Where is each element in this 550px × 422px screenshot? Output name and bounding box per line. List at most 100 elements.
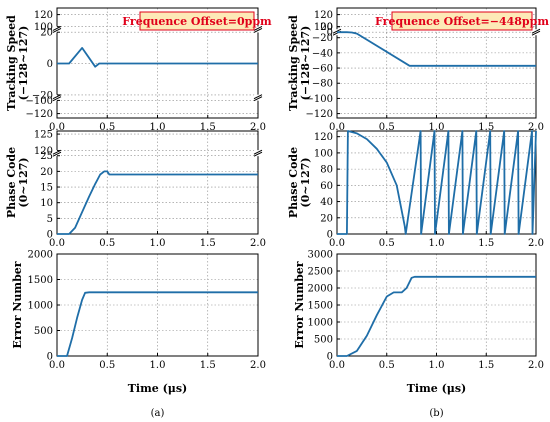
x-tick-label: 1.5	[200, 360, 216, 371]
y-tick-label: −100	[306, 94, 333, 105]
x-tick-label: 0.0	[49, 360, 65, 371]
y-tick-label: 120	[34, 146, 53, 157]
y-tick-label: 0	[327, 28, 333, 39]
y-tick-label: 60	[320, 181, 333, 192]
y-axis-label-line: Phase Code	[287, 147, 300, 218]
series-line	[57, 170, 258, 235]
x-tick-label: 0.0	[329, 238, 345, 249]
axis-break-mark	[253, 149, 263, 155]
y-tick-label: 20	[40, 167, 53, 178]
axis-break-mark	[332, 28, 342, 34]
x-tick-label: 0.0	[329, 360, 345, 371]
x-tick-label: 0.0	[49, 122, 65, 133]
y-axis-label-line: Error Number	[11, 261, 24, 348]
y-tick-label: 0	[327, 352, 333, 363]
y-tick-label: −120	[306, 109, 333, 120]
y-axis-label: Tracking Speed(−128~127)	[5, 15, 30, 111]
x-tick-label: 2.0	[528, 360, 544, 371]
x-tick-label: 0.5	[99, 360, 115, 371]
axis-break-mark	[52, 151, 62, 157]
y-axis-label-line: (−128~127)	[17, 26, 30, 101]
y-axis-label: Error Number	[11, 261, 24, 348]
chart-a-error: 0 500 1000 1500 2000 0.0 0.5 1.0 1.5 2.0 Error Num…	[11, 250, 266, 420]
axis-break-mark	[52, 96, 62, 102]
x-tick-label: 1.0	[150, 238, 166, 249]
x-tick-label: 1.5	[200, 122, 216, 133]
x-tick-label: 0.0	[49, 238, 65, 249]
axis-break-mark	[52, 28, 62, 33]
axis-break-mask	[254, 26, 262, 33]
x-tick-label: 2.0	[250, 238, 266, 249]
y-tick-label: −60	[312, 64, 333, 75]
y-tick-label: 3000	[308, 250, 333, 261]
axis-break-mark	[253, 96, 263, 102]
x-tick-label: 2.0	[528, 122, 544, 133]
axis-break-mask	[254, 94, 262, 101]
y-tick-label: 2000	[308, 284, 333, 295]
x-tick-label: 0.5	[99, 238, 115, 249]
y-tick-label: 500	[34, 326, 53, 337]
y-tick-label: 0	[47, 352, 53, 363]
x-tick-label: 0.5	[99, 122, 115, 133]
series-line	[337, 31, 536, 67]
y-axis-label-line: (0~127)	[299, 157, 312, 207]
y-tick-label: 100	[314, 148, 333, 159]
x-tick-label: 1.5	[478, 122, 494, 133]
x-tick-label: 1.0	[429, 238, 445, 249]
y-axis-label: Phase Code(0~127)	[5, 147, 30, 218]
y-tick-label: −20	[32, 90, 53, 101]
x-axis-label: Time (μs)	[407, 382, 467, 395]
axis-break-mask	[532, 29, 540, 36]
x-tick-label: 0.0	[329, 122, 345, 133]
y-axis-label-line: Error Number	[293, 261, 306, 348]
x-tick-label: 0.5	[379, 360, 395, 371]
y-tick-label: −20	[312, 33, 333, 44]
axis-break-mark	[253, 26, 263, 31]
series-line	[337, 130, 537, 235]
axis-break-mask	[254, 150, 262, 157]
y-tick-label: 125	[34, 130, 53, 141]
axis-break-mask	[53, 94, 61, 101]
axis-break-mark	[253, 94, 263, 100]
x-axis-label: Time (μs)	[128, 382, 188, 395]
y-tick-label: 80	[320, 165, 333, 176]
y-tick-label: −100	[26, 96, 53, 107]
y-tick-label: −80	[312, 79, 333, 90]
x-tick-label: 2.0	[528, 238, 544, 249]
y-tick-label: 0	[327, 230, 333, 241]
y-tick-label: 0	[47, 230, 53, 241]
chart-b-error: 0 500 1000 1500 2000 2500 3000 0.0 0.5 1.0 1.5 2.0 E…	[293, 250, 544, 420]
y-tick-label: 0	[47, 59, 53, 70]
y-axis-label-line: Tracking Speed	[5, 15, 18, 111]
panel-label: (a)	[151, 408, 165, 419]
y-tick-label: 20	[320, 213, 333, 224]
grid-lines	[57, 131, 258, 235]
y-tick-label: 10	[40, 198, 53, 209]
annotation-text: Frequence Offset=0ppm	[122, 15, 272, 28]
series-line	[57, 47, 258, 68]
axis-break-mark	[253, 28, 263, 33]
y-tick-label: 1000	[308, 318, 333, 329]
y-tick-label: 500	[314, 335, 333, 346]
y-tick-label: 5	[47, 214, 53, 225]
x-tick-label: 1.0	[150, 122, 166, 133]
y-axis-label: Error Number	[293, 261, 306, 348]
panel-label: (b)	[429, 408, 443, 419]
y-tick-label: 120	[34, 10, 53, 21]
x-tick-label: 1.5	[200, 238, 216, 249]
axis-break-mark	[253, 151, 263, 157]
annotation-box	[391, 11, 533, 31]
chart-b-phase: 0 20 40 60 80 100 120 0.0 0.5 1.0 1.5 2.0 Phase Code…	[287, 130, 544, 249]
y-axis-label: Tracking Speed(−128~127)	[287, 15, 312, 111]
x-tick-label: 2.0	[250, 122, 266, 133]
y-tick-label: 15	[40, 183, 53, 194]
x-tick-label: 0.5	[379, 122, 395, 133]
x-tick-label: 1.5	[478, 360, 494, 371]
y-tick-label: 100	[314, 22, 333, 33]
axis-break-mask	[53, 150, 61, 157]
series-line	[57, 291, 258, 357]
y-tick-label: 20	[40, 28, 53, 39]
annotation-text: Frequence Offset=−448ppm	[375, 15, 549, 28]
x-tick-label: 1.0	[150, 360, 166, 371]
